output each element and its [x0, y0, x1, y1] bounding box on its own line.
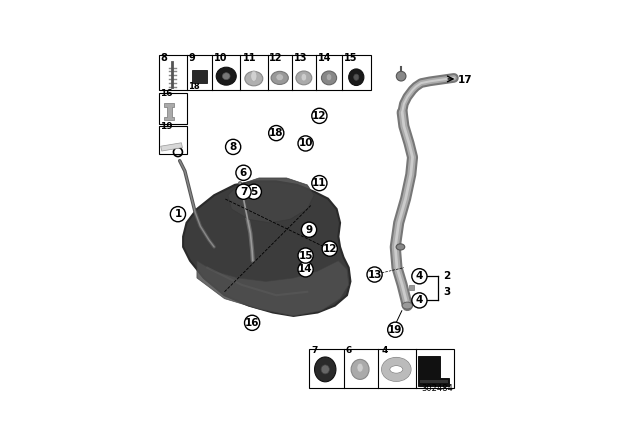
Text: 4: 4: [416, 295, 423, 306]
Text: 8: 8: [230, 142, 237, 152]
Circle shape: [236, 165, 251, 181]
Circle shape: [412, 293, 427, 308]
Text: 18: 18: [188, 82, 200, 91]
Text: 11: 11: [243, 53, 256, 63]
Polygon shape: [183, 181, 351, 316]
Text: 4: 4: [416, 271, 423, 281]
Circle shape: [298, 248, 313, 263]
Text: 12: 12: [323, 244, 337, 254]
Ellipse shape: [301, 73, 307, 81]
Ellipse shape: [314, 357, 336, 382]
Polygon shape: [192, 70, 207, 83]
Text: 9: 9: [305, 225, 312, 235]
Polygon shape: [409, 285, 414, 290]
Circle shape: [312, 108, 327, 124]
Circle shape: [301, 222, 317, 237]
Text: 16: 16: [160, 89, 173, 98]
Circle shape: [225, 139, 241, 155]
Text: 11: 11: [312, 178, 326, 188]
Ellipse shape: [354, 74, 359, 80]
Text: 7: 7: [240, 187, 247, 197]
Ellipse shape: [271, 71, 289, 85]
Text: 2: 2: [444, 271, 451, 281]
Text: 16: 16: [245, 318, 259, 328]
Text: 19: 19: [388, 325, 403, 335]
Ellipse shape: [383, 359, 410, 380]
Polygon shape: [228, 178, 314, 223]
Ellipse shape: [276, 74, 284, 81]
Text: 4: 4: [381, 346, 388, 355]
Text: 8: 8: [160, 53, 167, 63]
Ellipse shape: [216, 67, 236, 85]
Text: 19: 19: [160, 121, 173, 131]
Ellipse shape: [396, 244, 404, 250]
Circle shape: [244, 315, 260, 331]
Text: 12: 12: [269, 53, 283, 63]
Text: 18: 18: [269, 128, 284, 138]
Ellipse shape: [351, 359, 369, 379]
Ellipse shape: [402, 302, 413, 309]
Text: 15: 15: [298, 250, 313, 261]
Ellipse shape: [245, 71, 263, 86]
Text: 7: 7: [312, 346, 318, 355]
Circle shape: [298, 262, 313, 277]
Circle shape: [170, 207, 186, 222]
Text: 5: 5: [250, 187, 257, 197]
Ellipse shape: [321, 71, 337, 85]
Ellipse shape: [223, 73, 230, 80]
Circle shape: [412, 269, 427, 284]
Text: 1: 1: [174, 209, 182, 219]
Circle shape: [312, 176, 327, 191]
Text: 10: 10: [298, 138, 313, 148]
Circle shape: [367, 267, 382, 282]
Ellipse shape: [326, 74, 332, 81]
Text: 6: 6: [240, 168, 247, 178]
Polygon shape: [164, 103, 175, 120]
Ellipse shape: [296, 71, 312, 85]
Polygon shape: [420, 380, 448, 383]
Circle shape: [322, 241, 337, 256]
Polygon shape: [197, 261, 349, 316]
Circle shape: [246, 184, 261, 199]
Text: 10: 10: [214, 53, 228, 63]
Circle shape: [269, 125, 284, 141]
Circle shape: [298, 136, 313, 151]
Ellipse shape: [251, 71, 257, 82]
Text: 13: 13: [294, 53, 307, 63]
Text: 14: 14: [317, 53, 331, 63]
Text: 15: 15: [344, 53, 358, 63]
Circle shape: [388, 322, 403, 337]
Text: 17: 17: [458, 75, 472, 85]
Text: 6: 6: [346, 346, 352, 355]
Text: 13: 13: [367, 270, 382, 280]
Text: 3: 3: [444, 287, 451, 297]
Text: 9: 9: [188, 53, 195, 63]
Circle shape: [236, 184, 251, 199]
Text: 12: 12: [312, 111, 326, 121]
Circle shape: [396, 71, 406, 81]
Ellipse shape: [349, 69, 364, 86]
Ellipse shape: [321, 365, 330, 374]
Text: 302484: 302484: [421, 383, 453, 392]
Polygon shape: [161, 143, 182, 151]
Polygon shape: [419, 356, 449, 386]
Text: 14: 14: [298, 264, 313, 274]
Ellipse shape: [357, 363, 363, 372]
